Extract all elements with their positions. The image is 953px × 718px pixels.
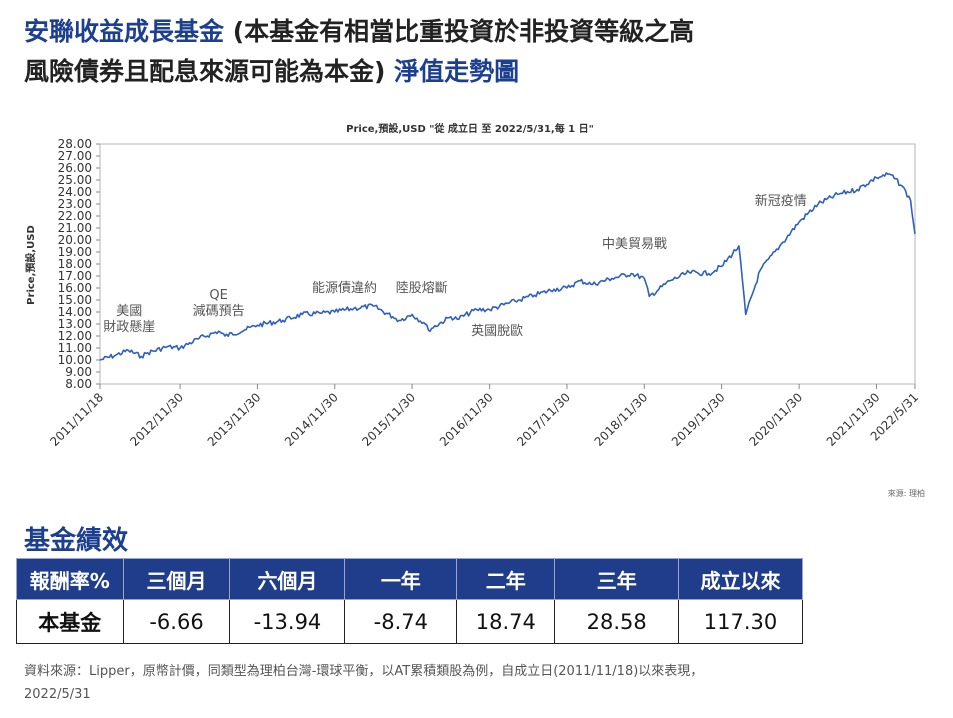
x-tick-label: 2015/11/30 bbox=[359, 390, 418, 449]
y-tick-label: 18.00 bbox=[58, 257, 92, 271]
x-tick-label: 2013/11/30 bbox=[205, 390, 264, 449]
y-tick-label: 23.00 bbox=[58, 197, 92, 211]
y-tick-label: 8.00 bbox=[65, 377, 92, 391]
table-row: 本基金 -6.66 -13.94 -8.74 18.74 28.58 117.3… bbox=[16, 599, 803, 644]
y-tick-label: 28.00 bbox=[58, 137, 92, 151]
cell-3y: 28.58 bbox=[554, 599, 680, 644]
y-tick-label: 12.00 bbox=[58, 329, 92, 343]
footer-line-1: 資料來源：Lipper，原幣計價，同類型為理柏台灣-環球平衡，以AT累積類股為例… bbox=[24, 664, 704, 679]
x-tick-label: 2012/11/30 bbox=[127, 390, 186, 449]
cell-3m: -6.66 bbox=[122, 599, 231, 644]
y-tick-label: 15.00 bbox=[58, 293, 92, 307]
header-2y: 二年 bbox=[456, 558, 556, 600]
y-axis-label: Price,預設,USD bbox=[24, 225, 37, 305]
y-tick-label: 24.00 bbox=[58, 185, 92, 199]
footer-line-2: 2022/5/31 bbox=[24, 687, 91, 702]
y-tick-label: 22.00 bbox=[58, 209, 92, 223]
y-tick-label: 27.00 bbox=[58, 149, 92, 163]
fund-name: 安聯收益成長基金 bbox=[24, 17, 225, 46]
source-note: 來源: 理柏 bbox=[888, 488, 925, 498]
x-tick-label: 2011/11/18 bbox=[47, 390, 106, 449]
x-tick-label: 2020/11/30 bbox=[746, 390, 805, 449]
y-tick-label: 17.00 bbox=[58, 269, 92, 283]
event-annotation: QE bbox=[209, 288, 227, 303]
event-annotation: 能源債違約 bbox=[312, 281, 377, 296]
page-title: 安聯收益成長基金 (本基金有相當比重投資於非投資等級之高 風險債券且配息來源可能… bbox=[24, 12, 924, 92]
y-tick-label: 14.00 bbox=[58, 305, 92, 319]
cell-6m: -13.94 bbox=[229, 599, 346, 644]
row-fund-name: 本基金 bbox=[16, 599, 124, 644]
performance-section-title: 基金績效 bbox=[24, 526, 129, 556]
fund-subtitle-1: (本基金有相當比重投資於非投資等級之高 bbox=[232, 17, 695, 46]
header-3y: 三年 bbox=[554, 558, 680, 600]
cell-since-inception: 117.30 bbox=[678, 599, 803, 644]
y-tick-label: 20.00 bbox=[58, 233, 92, 247]
fund-subtitle-2: 風險債券且配息來源可能為本金) bbox=[24, 57, 386, 86]
y-tick-label: 19.00 bbox=[58, 245, 92, 259]
footer-note: 資料來源：Lipper，原幣計價，同類型為理柏台灣-環球平衡，以AT累積類股為例… bbox=[24, 660, 824, 706]
x-tick-label: 2019/11/30 bbox=[669, 390, 728, 449]
header-3m: 三個月 bbox=[122, 558, 231, 600]
cell-1y: -8.74 bbox=[344, 599, 458, 644]
event-annotation: 中美貿易戰 bbox=[602, 237, 667, 252]
header-since-inception: 成立以來 bbox=[678, 558, 803, 600]
x-tick-label: 2014/11/30 bbox=[282, 390, 341, 449]
header-return: 報酬率% bbox=[16, 558, 124, 600]
y-tick-label: 10.00 bbox=[58, 353, 92, 367]
x-tick-label: 2016/11/30 bbox=[437, 390, 496, 449]
event-annotation: 美國 bbox=[116, 304, 142, 319]
event-annotation: 減碼預告 bbox=[193, 303, 245, 319]
plot-area bbox=[99, 143, 916, 385]
performance-header-row: 報酬率% 三個月 六個月 一年 二年 三年 成立以來 bbox=[16, 558, 803, 600]
y-tick-label: 21.00 bbox=[58, 221, 92, 235]
y-tick-label: 9.00 bbox=[65, 365, 92, 379]
event-annotation: 陸股熔斷 bbox=[396, 280, 448, 296]
header-1y: 一年 bbox=[344, 558, 458, 600]
y-tick-label: 11.00 bbox=[58, 341, 92, 355]
performance-table: 報酬率% 三個月 六個月 一年 二年 三年 成立以來 本基金 -6.66 -13… bbox=[16, 558, 803, 644]
x-tick-label: 2018/11/30 bbox=[592, 390, 651, 449]
y-tick-label: 26.00 bbox=[58, 161, 92, 175]
price-series-line bbox=[99, 172, 916, 361]
event-annotation: 新冠疫情 bbox=[755, 193, 807, 209]
chart-title: Price,預設,USD "從 成立日 至 2022/5/31,每 1 日" bbox=[346, 122, 594, 135]
event-annotation: 財政懸崖 bbox=[103, 320, 155, 335]
y-tick-label: 13.00 bbox=[58, 317, 92, 331]
x-tick-label: 2017/11/30 bbox=[514, 390, 573, 449]
event-annotation: 英國脫歐 bbox=[471, 324, 523, 339]
y-tick-label: 25.00 bbox=[58, 173, 92, 187]
chart-name: 淨值走勢圖 bbox=[394, 57, 520, 86]
cell-2y: 18.74 bbox=[456, 599, 556, 644]
y-tick-label: 16.00 bbox=[58, 281, 92, 295]
nav-chart: Price,預設,USD "從 成立日 至 2022/5/31,每 1 日" P… bbox=[24, 122, 925, 498]
header-6m: 六個月 bbox=[229, 558, 346, 600]
